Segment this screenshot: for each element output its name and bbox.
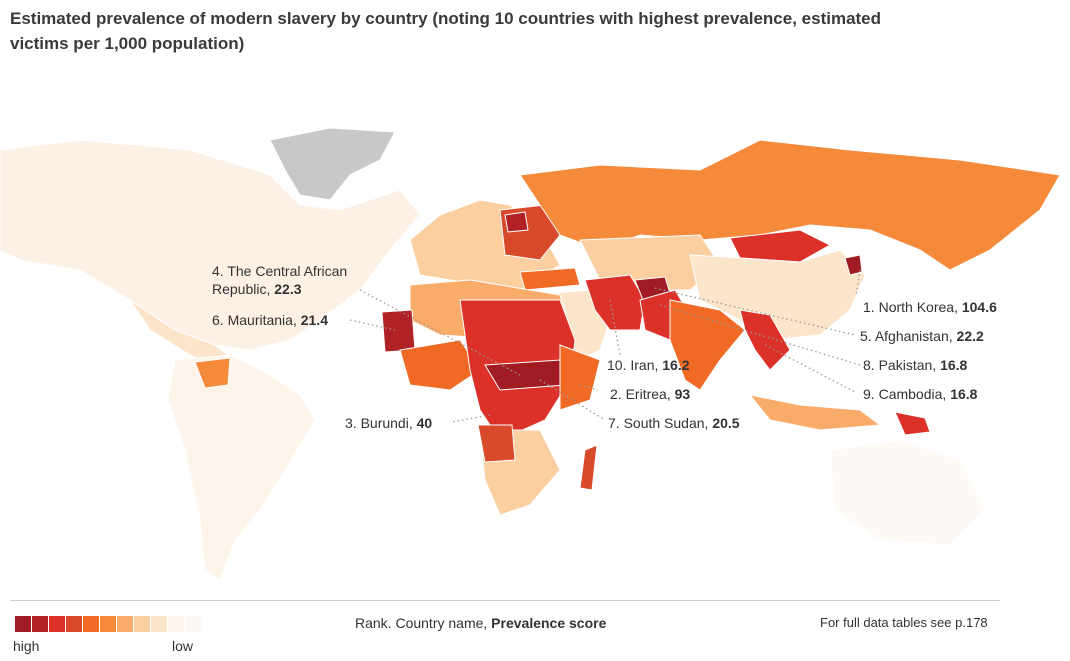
legend-swatch-8 [151,616,167,632]
legend-swatch-10 [185,616,201,632]
madagascar [579,444,598,491]
angola [477,424,516,463]
india [669,299,746,391]
color-legend [15,616,202,632]
legend-swatch-0 [15,616,31,632]
legend-swatch-4 [83,616,99,632]
legend-high-label: high [13,638,40,654]
label-pakistan: 8. Pakistan, 16.8 [863,357,968,373]
mauritania [381,309,416,353]
indonesia [748,394,882,431]
legend-swatch-3 [66,616,82,632]
label-mauritania: 6. Mauritania, 21.4 [212,312,328,328]
label-afghanistan: 5. Afghanistan, 22.2 [860,328,984,344]
figure-title: Estimated prevalence of modern slavery b… [10,9,882,53]
belarus [504,211,529,233]
legend-swatch-5 [100,616,116,632]
horn-of-africa [559,344,601,411]
west-africa [399,339,481,391]
north-korea [844,254,863,276]
divider [10,600,1000,601]
australia [829,439,986,546]
label-burundi: 3. Burundi, 40 [345,415,433,431]
china [689,249,866,341]
legend-swatch-6 [117,616,133,632]
mongolia [729,229,832,263]
label-key: Rank. Country name, Prevalence score [355,615,607,631]
world-map [0,127,1061,581]
legend-swatch-1 [32,616,48,632]
png [894,411,931,436]
label-south-sudan: 7. South Sudan, 20.5 [608,415,740,431]
legend-swatch-9 [168,616,184,632]
label-north-korea: 1. North Korea, 104.6 [863,299,997,315]
leader-lines [349,269,861,423]
label-cambodia: 9. Cambodia, 16.8 [863,386,978,402]
label-central-african-republic: 4. The Central African Republic, 22.3 [212,263,348,297]
north-america [0,139,421,351]
legend-swatch-2 [49,616,65,632]
legend-low-label: low [172,638,194,654]
iran [584,274,646,331]
car-south-sudan [484,359,566,391]
label-iran: 10. Iran, 16.2 [607,357,690,373]
greenland [269,127,396,201]
venezuela [194,357,231,389]
legend-swatch-7 [134,616,150,632]
data-reference: For full data tables see p.178 [820,615,988,630]
label-eritrea: 2. Eritrea, 93 [610,386,691,402]
turkey [519,267,581,291]
south-america [167,354,316,581]
